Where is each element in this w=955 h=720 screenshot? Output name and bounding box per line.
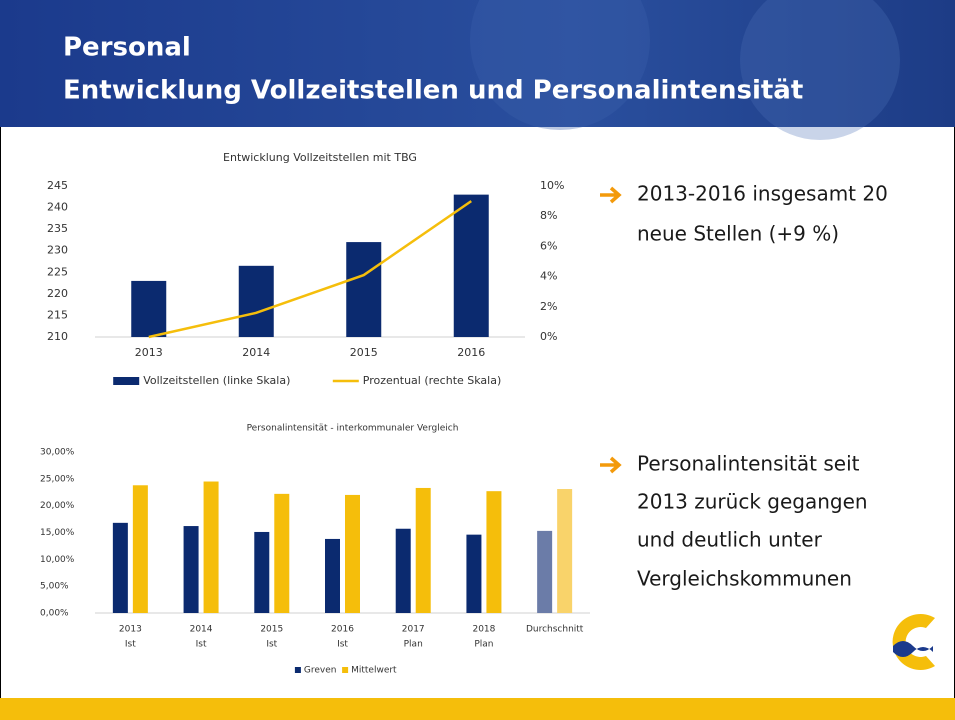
y2-tick-label: 2% [540, 300, 557, 313]
bar [203, 481, 219, 613]
bar [325, 538, 340, 613]
y-tick-label: 15,00% [40, 528, 75, 538]
bullet-text: neue Stellen (+9 %) [637, 222, 839, 246]
header-decor [470, 0, 650, 130]
header-title: Personal [63, 33, 191, 63]
footer-band [0, 698, 955, 720]
bar [395, 528, 411, 613]
bar [466, 534, 482, 613]
bullet-text: Vergleichskommunen [637, 567, 852, 591]
y-tick-label: 235 [47, 222, 68, 235]
bar [254, 531, 270, 613]
y-tick-label: 215 [47, 308, 68, 321]
x-tick-label: Ist [125, 640, 136, 650]
bullet-text: 2013-2016 insgesamt 20 [637, 182, 888, 206]
header-decor [740, 0, 900, 140]
legend-swatch [113, 377, 140, 385]
bullet-text: und deutlich unter [637, 528, 823, 552]
bar [238, 265, 274, 337]
y2-tick-label: 0% [540, 330, 557, 343]
y-tick-label: 20,00% [40, 501, 75, 511]
x-tick-label: 2017 [402, 625, 425, 635]
x-tick-label: 2014 [190, 625, 213, 635]
legend-label: Vollzeitstellen (linke Skala) [143, 374, 290, 387]
bar [415, 487, 431, 613]
x-tick-label: 2015 [350, 346, 378, 359]
y2-tick-label: 6% [540, 239, 557, 252]
legend-swatch [294, 667, 301, 673]
y-tick-label: 210 [47, 330, 68, 343]
header-band [0, 0, 955, 127]
y-tick-label: 25,00% [40, 474, 75, 484]
x-tick-label: 2015 [260, 625, 283, 635]
bar [183, 526, 199, 613]
bar [557, 489, 573, 613]
y-tick-label: 245 [47, 179, 68, 192]
x-tick-label: 2013 [135, 346, 163, 359]
logo [892, 614, 935, 670]
y2-tick-label: 4% [540, 270, 557, 283]
x-tick-label: 2013 [119, 625, 142, 635]
bar [486, 491, 502, 613]
chart-title: Personalintensität - interkommunaler Ver… [247, 424, 459, 434]
bar [274, 493, 290, 613]
legend-label: Prozentual (rechte Skala) [363, 374, 501, 387]
x-tick-label: 2014 [242, 346, 270, 359]
x-tick-label: Durchschnitt [526, 625, 584, 635]
y-tick-label: 0,00% [40, 609, 69, 619]
bar [131, 280, 167, 337]
bar [112, 522, 128, 613]
y-tick-label: 10,00% [40, 555, 75, 565]
bar [453, 194, 489, 337]
x-tick-label: 2016 [331, 625, 354, 635]
line [148, 200, 472, 339]
x-tick-label: Plan [404, 640, 423, 650]
legend-label: Mittelwert [351, 666, 397, 676]
y-tick-label: 230 [47, 244, 68, 257]
header-subtitle: Entwicklung Vollzeitstellen und Personal… [63, 76, 803, 106]
y-tick-label: 240 [47, 201, 68, 214]
x-tick-label: Ist [337, 640, 348, 650]
y-tick-label: 5,00% [40, 582, 69, 592]
chart-title: Entwicklung Vollzeitstellen mit TBG [223, 151, 417, 164]
x-tick-label: 2016 [457, 346, 485, 359]
y2-tick-label: 10% [540, 179, 564, 192]
arrow-icon [600, 456, 622, 474]
arrow-icon [600, 186, 622, 204]
bullet-text: 2013 zurück gegangen [637, 490, 868, 514]
y2-tick-label: 8% [540, 209, 557, 222]
x-tick-label: Plan [474, 640, 493, 650]
bar [132, 485, 148, 613]
x-tick-label: 2018 [472, 625, 495, 635]
x-tick-label: Ist [266, 640, 277, 650]
bar [537, 530, 553, 613]
legend-swatch [342, 667, 349, 673]
bar [345, 494, 360, 613]
y-tick-label: 220 [47, 287, 68, 300]
y-tick-label: 225 [47, 265, 68, 278]
legend-label: Greven [304, 666, 337, 676]
x-tick-label: Ist [196, 640, 207, 650]
bullet-text: Personalintensität seit [637, 452, 860, 476]
bar [346, 242, 382, 337]
y-tick-label: 30,00% [40, 448, 75, 458]
